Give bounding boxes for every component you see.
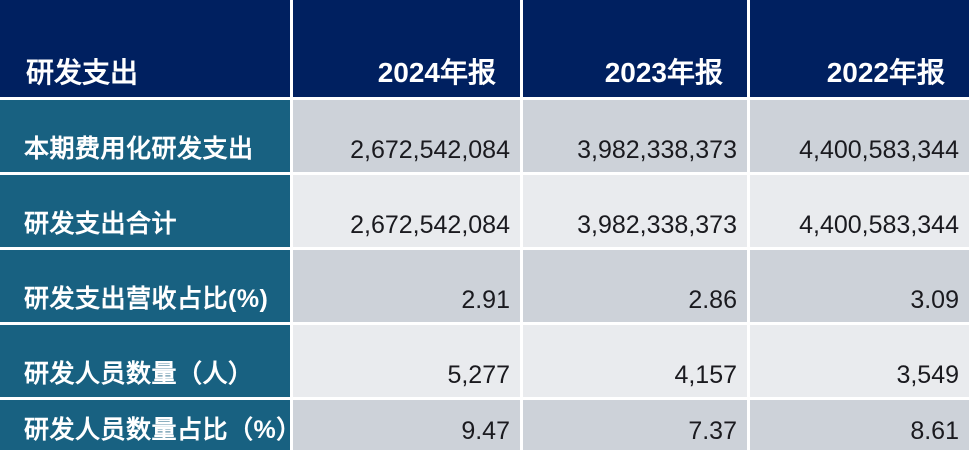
cell-rd-revenue-ratio-2023: 2.86	[523, 250, 747, 322]
row-label-rd-staff-count: 研发人员数量（人）	[0, 325, 290, 397]
cell-rd-revenue-ratio-2022: 3.09	[750, 250, 969, 322]
cell-rd-total-2024: 2,672,542,084	[293, 175, 520, 247]
row-label-rd-revenue-ratio: 研发支出营收占比(%)	[0, 250, 290, 322]
cell-rd-staff-ratio-2022: 8.61	[750, 400, 969, 450]
cell-rd-staff-count-2023: 4,157	[523, 325, 747, 397]
cell-expensed-rd-2024: 2,672,542,084	[293, 100, 520, 172]
cell-expensed-rd-2022: 4,400,583,344	[750, 100, 969, 172]
cell-rd-staff-count-2024: 5,277	[293, 325, 520, 397]
row-label-rd-staff-ratio: 研发人员数量占比（%）	[0, 400, 290, 450]
column-header-2023: 2023年报	[523, 0, 747, 97]
cell-expensed-rd-2023: 3,982,338,373	[523, 100, 747, 172]
column-header-2024: 2024年报	[293, 0, 520, 97]
row-label-rd-total: 研发支出合计	[0, 175, 290, 247]
row-label-expensed-rd: 本期费用化研发支出	[0, 100, 290, 172]
cell-rd-total-2022: 4,400,583,344	[750, 175, 969, 247]
cell-rd-staff-count-2022: 3,549	[750, 325, 969, 397]
table-title: 研发支出	[0, 0, 290, 97]
cell-rd-staff-ratio-2023: 7.37	[523, 400, 747, 450]
cell-rd-staff-ratio-2024: 9.47	[293, 400, 520, 450]
cell-rd-revenue-ratio-2024: 2.91	[293, 250, 520, 322]
column-header-2022: 2022年报	[750, 0, 969, 97]
cell-rd-total-2023: 3,982,338,373	[523, 175, 747, 247]
